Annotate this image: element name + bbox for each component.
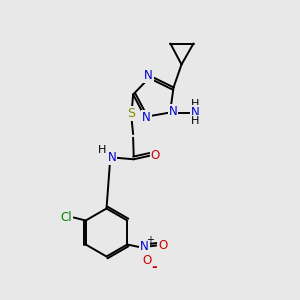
Text: S: S bbox=[128, 107, 136, 120]
Text: O: O bbox=[151, 149, 160, 162]
Text: Cl: Cl bbox=[61, 211, 72, 224]
Text: H: H bbox=[191, 116, 200, 126]
Text: N: N bbox=[191, 106, 200, 119]
Text: H: H bbox=[191, 99, 200, 109]
Text: N: N bbox=[169, 105, 177, 119]
Text: H: H bbox=[98, 145, 106, 155]
Text: N: N bbox=[144, 69, 153, 82]
Text: -: - bbox=[151, 260, 157, 274]
Text: N: N bbox=[107, 151, 116, 164]
Text: N: N bbox=[140, 240, 149, 254]
Text: O: O bbox=[158, 239, 167, 252]
Text: +: + bbox=[146, 235, 154, 245]
Text: O: O bbox=[142, 254, 152, 268]
Text: N: N bbox=[142, 111, 151, 124]
